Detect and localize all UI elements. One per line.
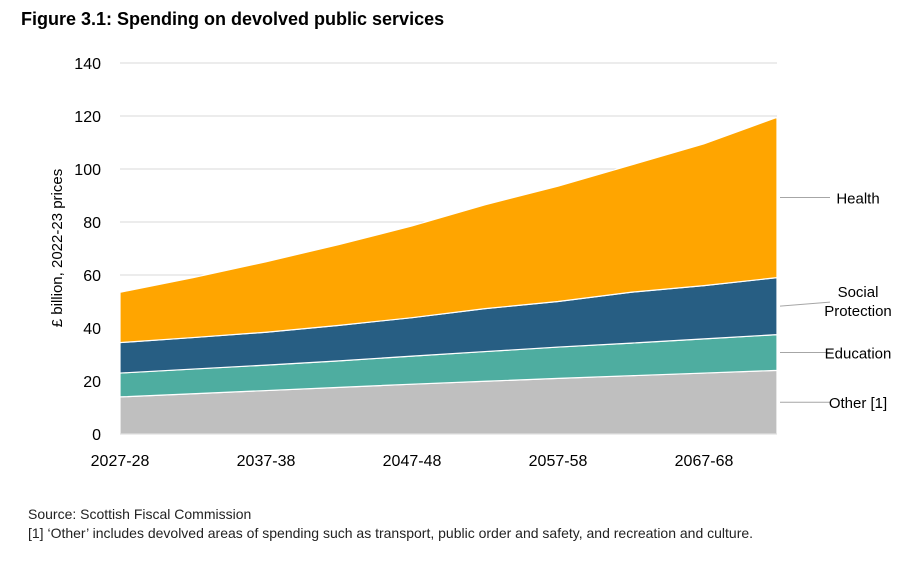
x-tick-label: 2027-28 <box>91 453 150 470</box>
legend-label: Social Protection <box>824 284 892 320</box>
y-tick-label: 60 <box>83 268 101 285</box>
area-series <box>119 116 778 435</box>
footnote: [1] ‘Other’ includes devolved areas of s… <box>28 525 754 541</box>
x-tick-label: 2037-38 <box>237 453 296 470</box>
legend-label: Other [1] <box>829 395 887 412</box>
legend: Other [1] Education Social Protection Health <box>779 190 892 412</box>
y-tick-label: 40 <box>83 321 101 338</box>
source-note: Source: Scottish Fiscal Commission <box>28 506 252 522</box>
y-tick-label: 20 <box>83 374 101 391</box>
y-tick-label: 80 <box>83 215 101 232</box>
y-tick-label: 0 <box>92 427 101 444</box>
chart-title: Figure 3.1: Spending on devolved public … <box>21 9 445 29</box>
legend-label: Health <box>836 190 879 207</box>
axes: 0 20 40 60 80 100 120 140 £ billion, 2022-23 pri… <box>49 56 777 470</box>
x-tick-label: 2067-68 <box>675 453 734 470</box>
x-tick-label: 2047-48 <box>383 453 442 470</box>
y-tick-label: 120 <box>74 109 101 126</box>
legend-leader-line <box>779 301 831 307</box>
y-axis-label: £ billion, 2022-23 prices <box>49 169 66 327</box>
stacked-area-chart: 0 20 40 60 80 100 120 140 £ billion, 2022-23 pri… <box>49 56 892 470</box>
y-tick-label: 140 <box>74 56 101 73</box>
x-tick-label: 2057-58 <box>529 453 588 470</box>
legend-label: Education <box>825 346 892 363</box>
y-tick-label: 100 <box>74 162 101 179</box>
area-health <box>119 116 778 344</box>
